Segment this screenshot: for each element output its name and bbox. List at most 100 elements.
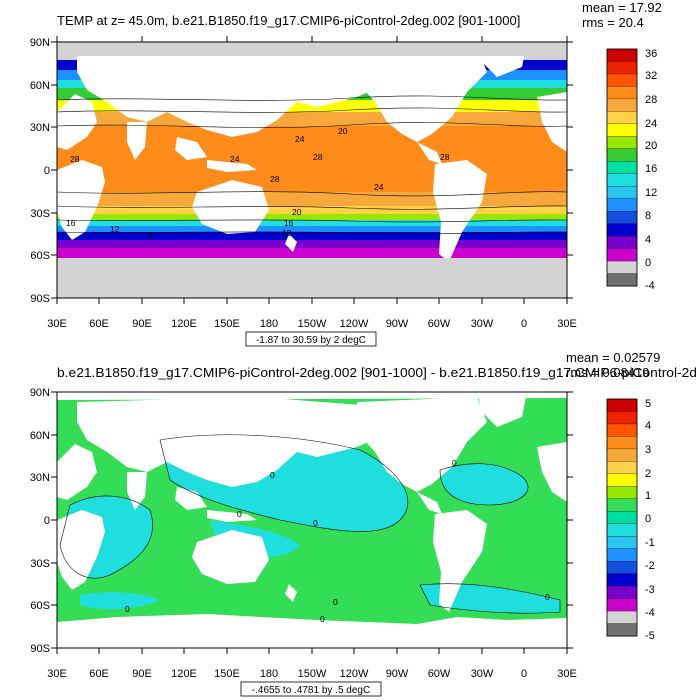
colorbar-swatch xyxy=(606,186,638,200)
x-tick-label: 90E xyxy=(132,668,152,680)
colorbar-swatch xyxy=(606,573,638,587)
colorbar-swatch xyxy=(606,423,638,437)
colorbar-swatch xyxy=(606,623,638,637)
colorbar-label: 0 xyxy=(645,513,651,525)
panel-1-mean: mean = 17.92 xyxy=(582,0,662,15)
colorbar-swatch xyxy=(606,411,638,425)
contour-label: 28 xyxy=(313,152,323,162)
colorbar-label: 4 xyxy=(645,420,651,432)
colorbar-label: 24 xyxy=(645,118,657,130)
y-tick-label: 0 xyxy=(44,165,50,177)
y-tick-label: 60S xyxy=(30,600,50,612)
contour-label: 28 xyxy=(440,152,450,162)
x-tick-label: 60E xyxy=(89,318,109,330)
y-tick-label: 0 xyxy=(44,515,50,527)
colorbar-swatch xyxy=(606,548,638,562)
colorbar-label: 20 xyxy=(645,140,657,152)
colorbar-swatch xyxy=(606,486,638,500)
x-tick-label: 180 xyxy=(260,668,278,680)
colorbar-swatch xyxy=(606,260,638,274)
y-tick-label: 60N xyxy=(30,80,50,92)
colorbar-label: -5 xyxy=(645,630,655,642)
colorbar-swatch xyxy=(606,561,638,575)
x-tick-label: 60W xyxy=(428,668,451,680)
colorbar-label: 32 xyxy=(645,70,657,82)
colorbar-label: 0 xyxy=(645,257,651,269)
x-tick-label: 90W xyxy=(386,668,409,680)
contour-label: 0 xyxy=(237,509,242,519)
colorbar-swatch xyxy=(606,248,638,262)
panel-2-y-axis: 90N 60N 30N 0 30S 60S 90S xyxy=(30,387,50,655)
colorbar-swatch xyxy=(606,123,638,137)
x-tick-label: 60W xyxy=(428,318,451,330)
colorbar-label: 28 xyxy=(645,94,657,106)
x-tick-label: 30W xyxy=(471,318,494,330)
colorbar-swatch xyxy=(606,148,638,162)
panel-2-map: 0 0 0 0 0 0 0 0 xyxy=(57,392,567,648)
panel-2-mean: mean = 0.02579 xyxy=(566,350,660,365)
colorbar-swatch xyxy=(606,536,638,550)
y-tick-label: 90S xyxy=(30,293,50,305)
y-tick-label: 90N xyxy=(30,387,50,399)
x-tick-label: 30E xyxy=(557,318,577,330)
panel-2-rms: rms = 0.08419 xyxy=(566,365,649,380)
x-tick-label: 0 xyxy=(521,668,527,680)
y-tick-label: 60N xyxy=(30,430,50,442)
panel-1: TEMP at z= 45.0m, b.e21.B1850.f19_g17.CM… xyxy=(30,0,662,347)
colorbar-swatch xyxy=(606,273,638,287)
colorbar-swatch xyxy=(606,48,638,62)
contour-label: 28 xyxy=(270,174,280,184)
colorbar-label: 8 xyxy=(645,210,651,222)
x-tick-label: 90E xyxy=(132,318,152,330)
y-tick-label: 30N xyxy=(30,122,50,134)
contour-label: 28 xyxy=(70,154,80,164)
colorbar-swatch xyxy=(606,235,638,250)
x-tick-label: 120E xyxy=(171,318,197,330)
contour-label: 0 xyxy=(320,614,325,624)
colorbar-swatch xyxy=(606,498,638,512)
colorbar-label: 12 xyxy=(645,187,657,199)
x-tick-label: 180 xyxy=(260,318,278,330)
colorbar-swatch xyxy=(606,610,638,624)
colorbar-label: -2 xyxy=(645,560,655,572)
x-tick-label: 150W xyxy=(298,318,327,330)
colorbar-swatch xyxy=(606,398,638,412)
contour-label: 0 xyxy=(313,518,318,528)
contour-label: 0 xyxy=(545,592,550,602)
colorbar-label: -1 xyxy=(645,537,655,549)
colorbar-swatch xyxy=(606,61,638,75)
colorbar-swatch xyxy=(606,523,638,537)
x-tick-label: 120W xyxy=(340,668,369,680)
colorbar-label: 2 xyxy=(645,468,651,480)
y-tick-label: 30S xyxy=(30,208,50,220)
colorbar-swatch xyxy=(606,448,638,462)
contour-label: 0 xyxy=(333,597,338,607)
colorbar-label: -3 xyxy=(645,584,655,596)
contour-label: 24 xyxy=(230,154,240,164)
colorbar-swatch xyxy=(606,511,638,525)
contour-label: 8 xyxy=(148,230,153,240)
panel-2-x-axis: 30E 60E 90E 120E 150E 180 150W 120W 90W … xyxy=(47,668,577,680)
contour-label: 24 xyxy=(295,134,305,144)
x-tick-label: 90W xyxy=(386,318,409,330)
colorbar-swatch xyxy=(606,111,638,125)
x-tick-label: 30E xyxy=(557,668,577,680)
panel-2: mean = 0.02579 rms = 0.08419 b.e21.B1850… xyxy=(30,350,697,697)
colorbar-label: -4 xyxy=(645,280,655,292)
panel-1-title: TEMP at z= 45.0m, b.e21.B1850.f19_g17.CM… xyxy=(57,13,520,28)
contour-label: 16 xyxy=(284,218,294,228)
contour-label: 16 xyxy=(66,218,76,228)
colorbar-swatch xyxy=(606,223,638,237)
panel-1-contour-labels: 28 28 24 28 20 24 28 16 12 8 20 16 12 24 xyxy=(66,126,450,240)
y-tick-label: 90S xyxy=(30,643,50,655)
x-tick-label: 30W xyxy=(471,668,494,680)
y-tick-label: 60S xyxy=(30,250,50,262)
colorbar-label: 36 xyxy=(645,48,657,60)
y-tick-label: 30S xyxy=(30,558,50,570)
colorbar-label: 4 xyxy=(645,234,651,246)
colorbar-label: -4 xyxy=(645,607,655,619)
x-tick-label: 150E xyxy=(214,668,240,680)
contour-label: 12 xyxy=(110,224,120,234)
contour-label: 20 xyxy=(338,126,348,136)
